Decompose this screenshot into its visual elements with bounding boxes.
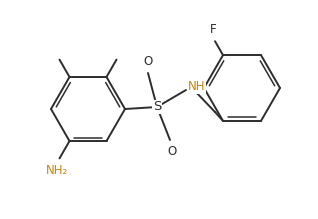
Text: O: O (143, 55, 153, 68)
Text: F: F (210, 23, 216, 36)
Text: O: O (167, 145, 176, 158)
Text: NH: NH (188, 81, 205, 94)
Text: S: S (153, 101, 161, 113)
Text: NH₂: NH₂ (46, 164, 69, 177)
